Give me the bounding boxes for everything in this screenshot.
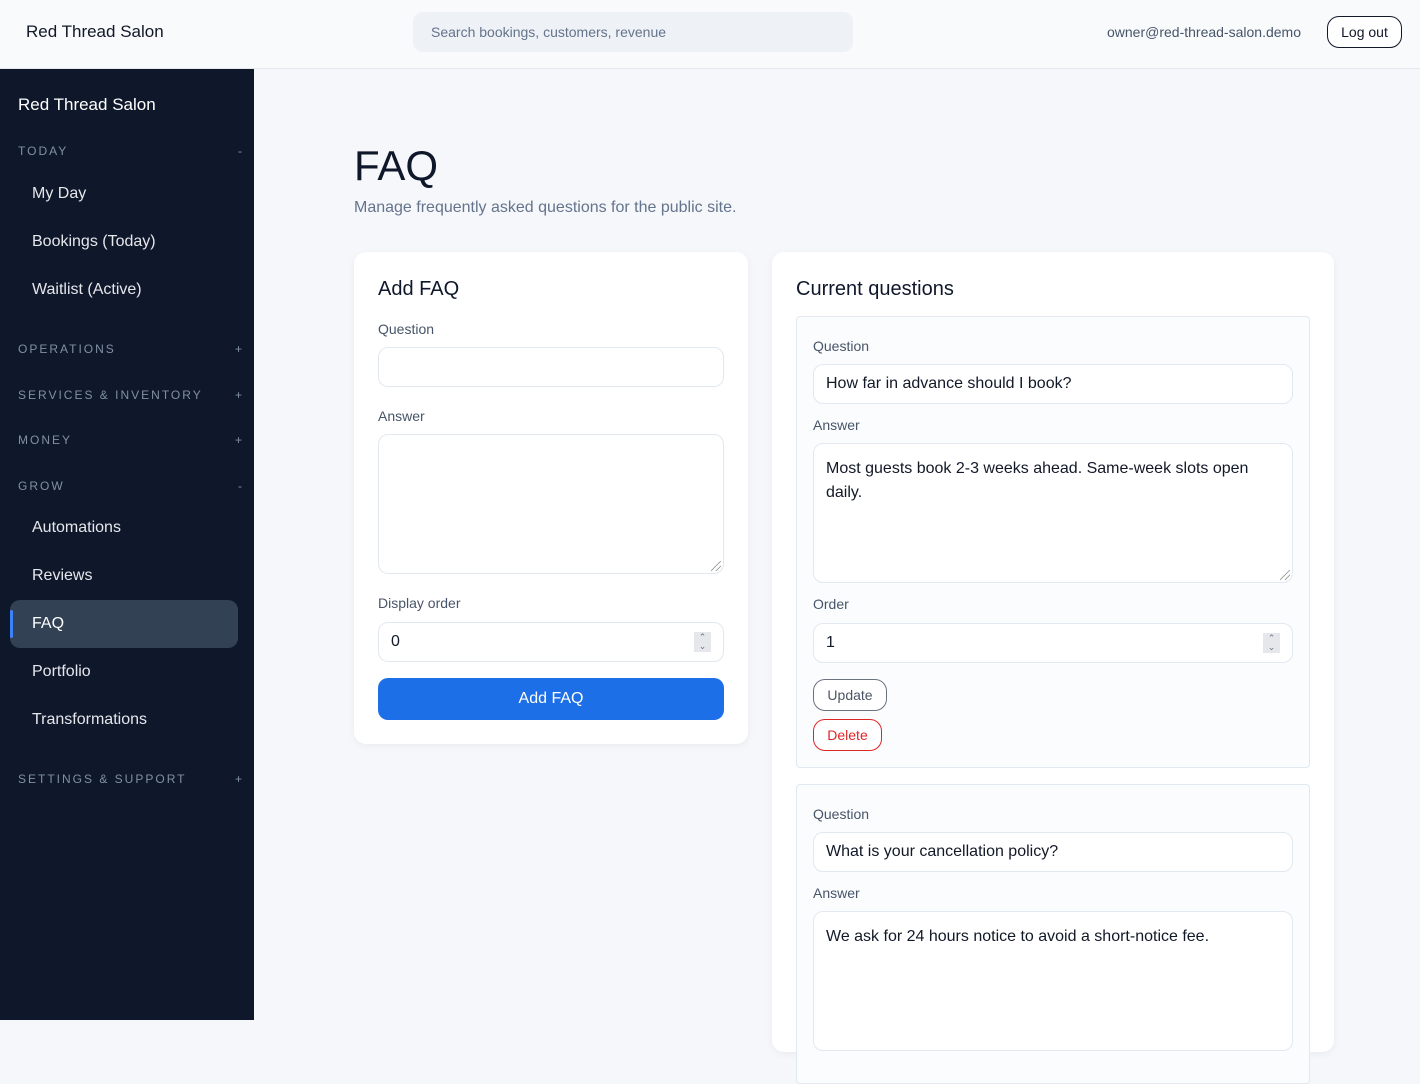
section-settings[interactable]: SETTINGS & SUPPORT + (18, 772, 244, 786)
search-input[interactable] (413, 12, 853, 52)
question-label: Question (378, 321, 435, 337)
answer-text: Most guests book 2-3 weeks ahead. Same-w… (826, 460, 1249, 501)
expand-icon[interactable]: + (234, 388, 244, 402)
resize-handle[interactable] (711, 561, 721, 571)
expand-icon[interactable]: + (234, 433, 244, 447)
expand-icon[interactable]: + (234, 772, 244, 786)
faq-item: Question What is your cancellation polic… (796, 784, 1310, 1084)
stepper-icon[interactable]: ⌃ ⌄ (694, 632, 711, 652)
update-button[interactable]: Update (813, 679, 887, 711)
section-money[interactable]: MONEY + (18, 433, 244, 447)
sidebar-item-reviews[interactable]: Reviews (32, 567, 93, 584)
answer-label: Answer (813, 417, 860, 433)
sidebar-item-automations[interactable]: Automations (32, 519, 121, 536)
stepper-icon[interactable]: ⌃ ⌄ (1263, 633, 1280, 653)
order-label: Display order (378, 595, 461, 611)
answer-textarea[interactable] (378, 434, 724, 574)
sidebar-item-my-day[interactable]: My Day (32, 185, 87, 202)
question-label: Question (813, 806, 870, 822)
card-title: Add FAQ (378, 278, 460, 300)
expand-icon[interactable]: + (234, 342, 244, 356)
section-label: GROW (18, 479, 65, 493)
sidebar-item-transformations[interactable]: Transformations (32, 711, 147, 728)
logout-button[interactable]: Log out (1327, 16, 1402, 48)
app-brand: Red Thread Salon (26, 22, 164, 41)
sidebar-item-bookings[interactable]: Bookings (Today) (32, 233, 156, 250)
section-today[interactable]: TODAY - (18, 144, 244, 158)
section-operations[interactable]: OPERATIONS + (18, 342, 244, 356)
section-grow[interactable]: GROW - (18, 479, 244, 493)
section-label: MONEY (18, 433, 73, 447)
add-faq-card: Add FAQ Question Answer Display order 0 ⌃… (354, 252, 748, 744)
answer-textarea[interactable]: Most guests book 2-3 weeks ahead. Same-w… (813, 443, 1293, 583)
sidebar-item-waitlist[interactable]: Waitlist (Active) (32, 281, 142, 298)
current-questions-card: Current questions Question How far in ad… (772, 252, 1334, 1084)
answer-text: We ask for 24 hours notice to avoid a sh… (826, 928, 1210, 945)
question-input[interactable] (378, 347, 724, 387)
order-value: 0 (391, 633, 400, 650)
card-title: Current questions (796, 278, 954, 300)
answer-textarea[interactable]: We ask for 24 hours notice to avoid a sh… (813, 911, 1293, 1051)
resize-handle[interactable] (1280, 570, 1290, 580)
answer-label: Answer (813, 885, 860, 901)
section-label: TODAY (18, 144, 69, 158)
section-label: OPERATIONS (18, 342, 116, 356)
faq-item: Question How far in advance should I boo… (796, 316, 1310, 768)
section-label: SETTINGS & SUPPORT (18, 772, 187, 786)
top-bar: Red Thread Salon owner@red-thread-salon.… (0, 0, 1420, 69)
collapse-icon[interactable]: - (238, 479, 244, 493)
question-label: Question (813, 338, 870, 354)
question-input[interactable]: How far in advance should I book? (813, 364, 1293, 404)
question-input[interactable]: What is your cancellation policy? (813, 832, 1293, 872)
answer-label: Answer (378, 408, 425, 424)
order-label: Order (813, 596, 849, 612)
sidebar-item-portfolio[interactable]: Portfolio (32, 663, 91, 680)
order-value: 1 (826, 634, 835, 651)
order-input[interactable]: 1 ⌃ ⌄ (813, 623, 1293, 663)
section-services[interactable]: SERVICES & INVENTORY + (18, 388, 244, 402)
section-label: SERVICES & INVENTORY (18, 388, 203, 402)
order-input[interactable]: 0 ⌃ ⌄ (378, 622, 724, 662)
collapse-icon[interactable]: - (238, 144, 244, 158)
sidebar-item-faq[interactable]: FAQ (10, 600, 238, 648)
page-subtitle: Manage frequently asked questions for th… (354, 199, 737, 216)
sidebar-brand: Red Thread Salon (18, 95, 156, 114)
sidebar: Red Thread Salon TODAY - My Day Bookings … (0, 69, 254, 1020)
delete-button[interactable]: Delete (813, 719, 882, 751)
add-faq-button[interactable]: Add FAQ (378, 678, 724, 720)
page-title: FAQ (354, 142, 439, 189)
user-email: owner@red-thread-salon.demo (1107, 24, 1301, 40)
